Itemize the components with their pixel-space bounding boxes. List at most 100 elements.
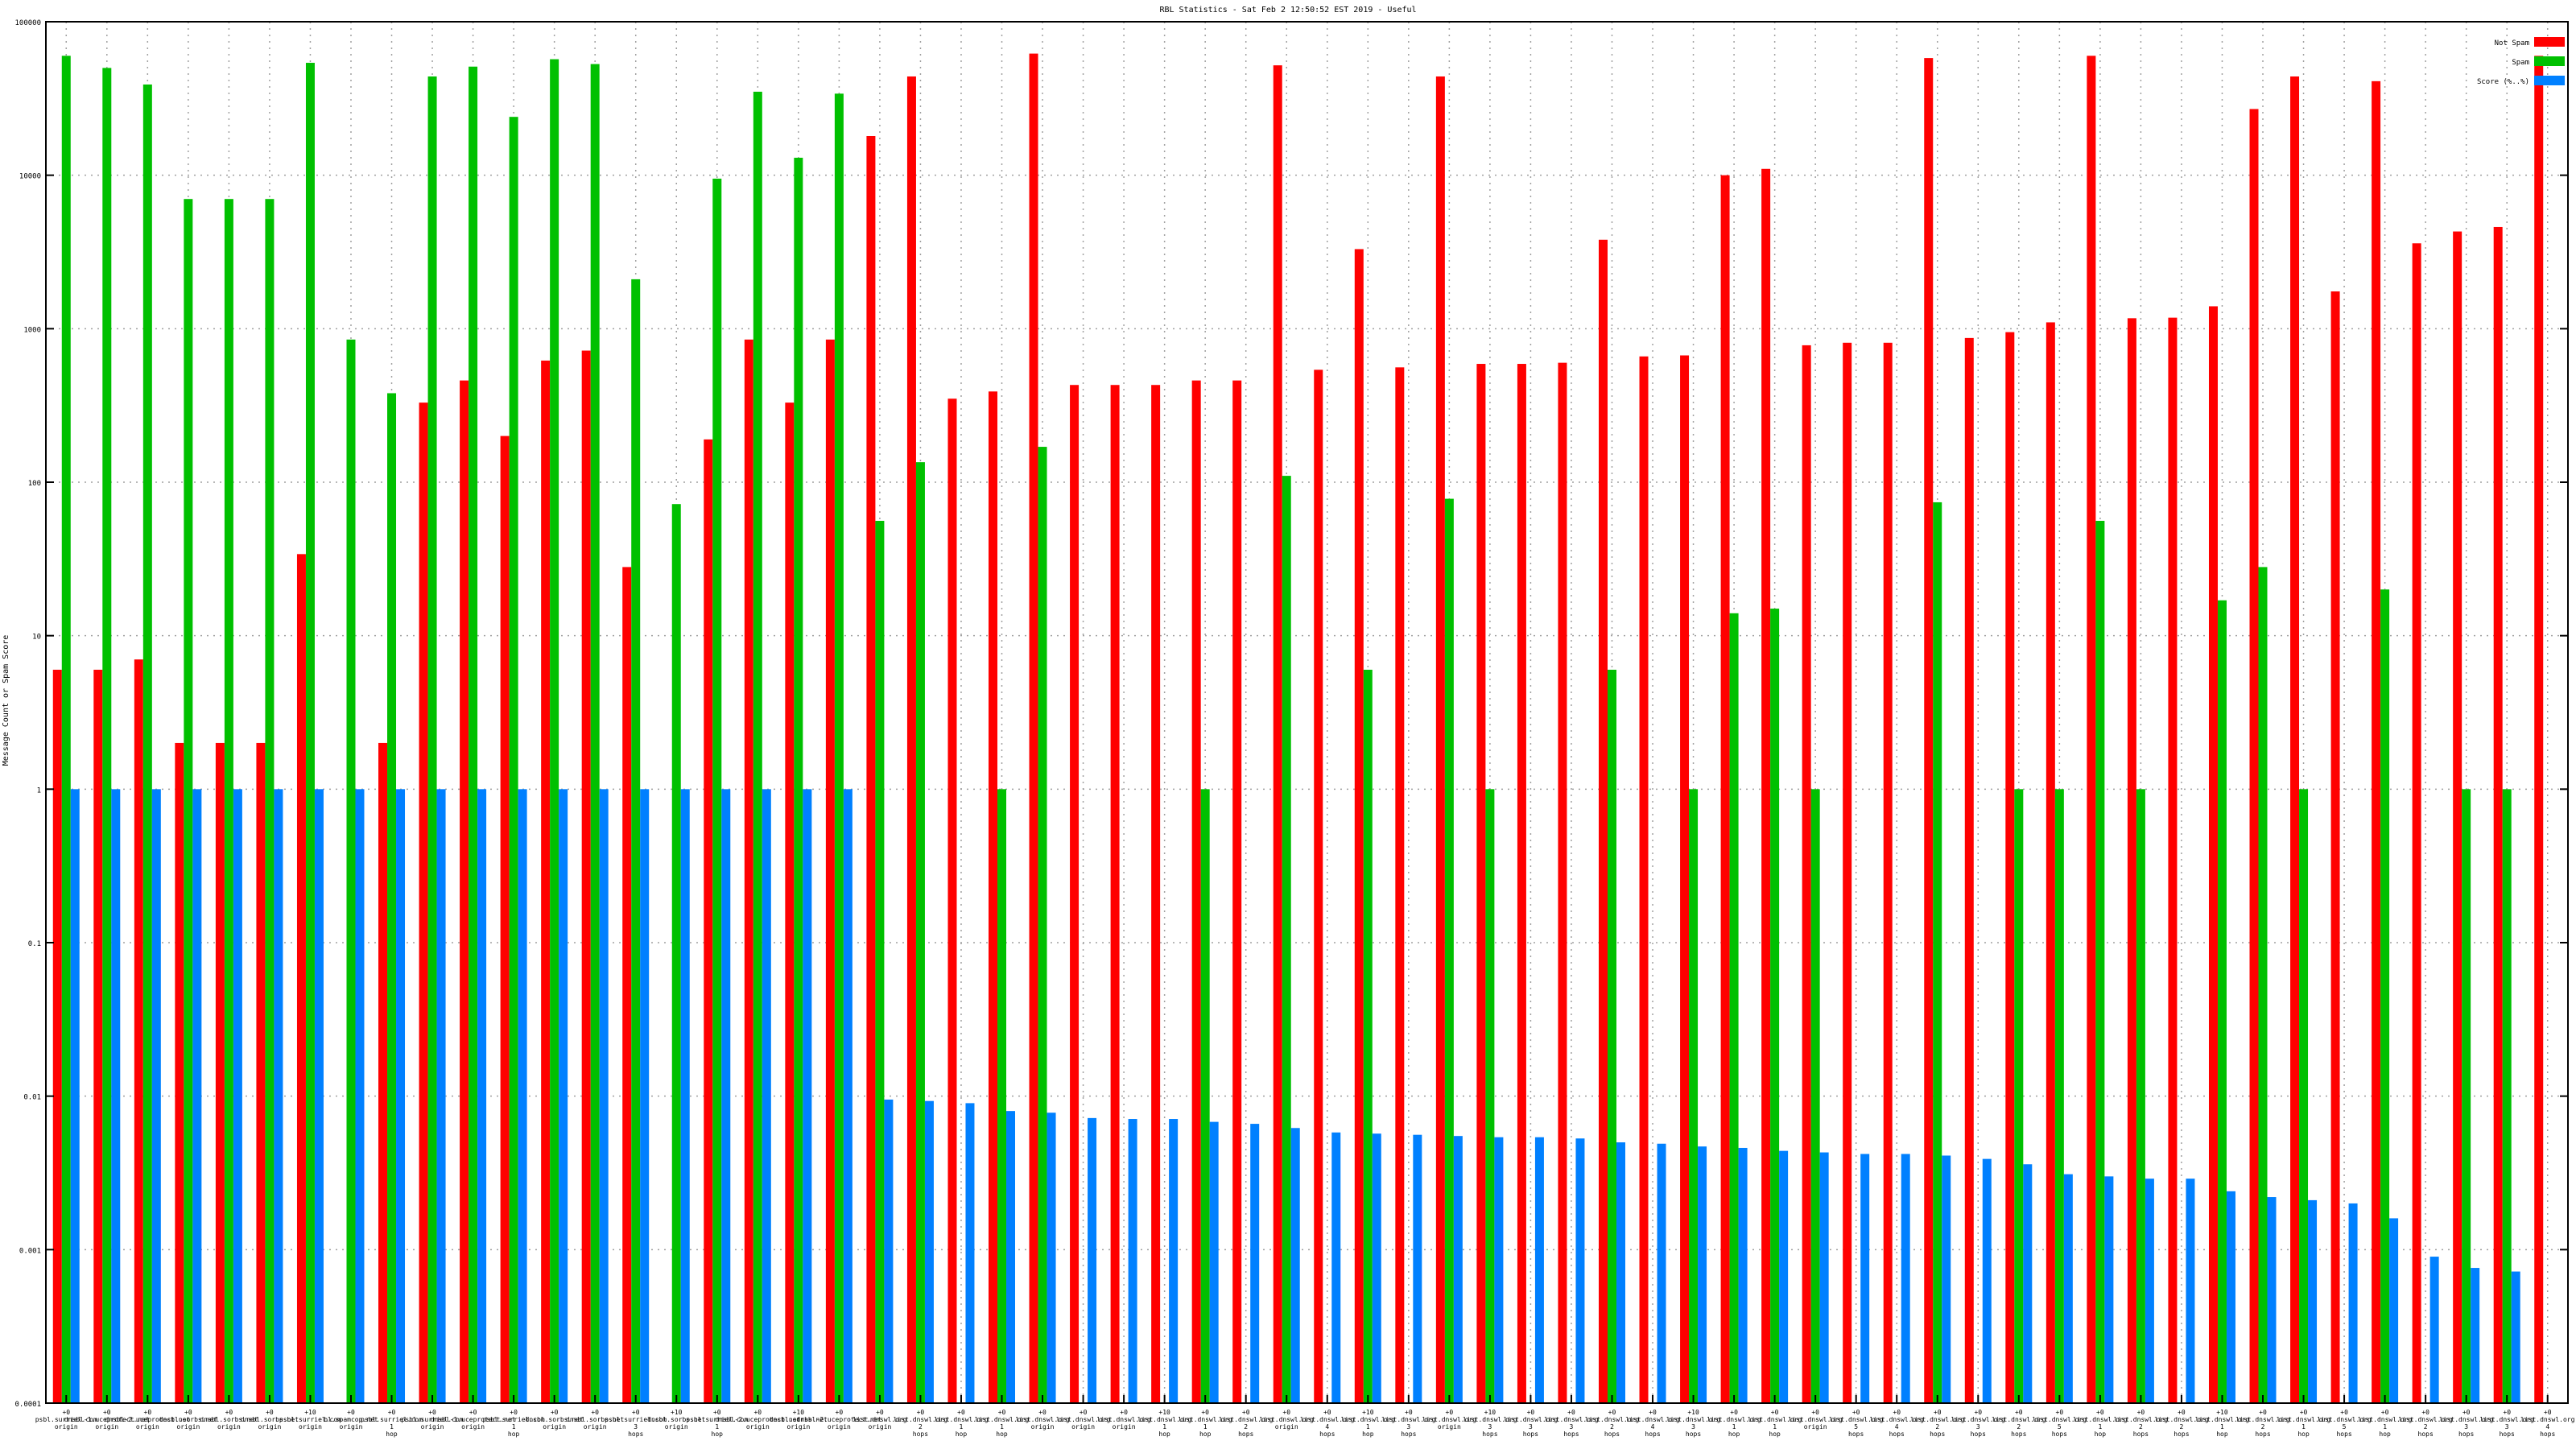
bar-spam xyxy=(265,199,275,1404)
bar-score xyxy=(151,789,161,1403)
x-tick-label: +0 list.dnswl.org 1 hop xyxy=(1178,1409,1232,1438)
x-tick-label: +0 psbl.surriel.com origin xyxy=(35,1409,97,1430)
y-tick-label: 1000 xyxy=(23,326,41,334)
bar-score xyxy=(965,1103,975,1403)
bar-not-spam xyxy=(296,554,306,1404)
legend-label: Not Spam xyxy=(2495,39,2529,47)
bar-score xyxy=(1982,1158,1992,1403)
y-tick-label: 0.01 xyxy=(23,1094,41,1102)
bar-not-spam xyxy=(1110,385,1120,1403)
bar-score xyxy=(1169,1119,1179,1403)
bar-not-spam xyxy=(1070,385,1080,1403)
bar-not-spam xyxy=(2412,243,2421,1403)
bar-not-spam xyxy=(947,398,957,1403)
bar-score xyxy=(1534,1137,1544,1403)
bar-score xyxy=(2145,1179,2154,1403)
y-tick-label: 10 xyxy=(32,634,41,642)
y-tick-label: 1 xyxy=(37,786,41,795)
x-tick-label: +0 list.dnswl.org origin xyxy=(1015,1409,1070,1430)
bar-spam xyxy=(590,64,600,1403)
x-tick-label: +0 list.dnswl.org 5 hops xyxy=(2317,1409,2372,1438)
y-tick-label: 100000 xyxy=(14,19,41,27)
y-tick-label: 100 xyxy=(28,480,41,488)
bar-not-spam xyxy=(175,742,184,1403)
bar-score xyxy=(762,789,771,1403)
x-tick-label: +0 list.dnswl.org origin xyxy=(1422,1409,1477,1430)
bar-not-spam xyxy=(1964,337,1974,1403)
bar-spam xyxy=(875,521,885,1403)
bar-not-spam xyxy=(1354,249,1364,1404)
bar-not-spam xyxy=(1395,367,1405,1404)
x-tick-label: +0 list.dnswl.org 5 hops xyxy=(1829,1409,1884,1438)
bar-score xyxy=(2186,1179,2195,1403)
bar-score xyxy=(721,789,731,1403)
bar-score xyxy=(1779,1150,1789,1403)
bar-score xyxy=(1860,1154,1870,1403)
bar-score xyxy=(1413,1134,1422,1403)
y-tick-label: 0.001 xyxy=(19,1247,41,1255)
bar-not-spam xyxy=(1191,380,1201,1404)
bar-not-spam xyxy=(1883,342,1893,1403)
bar-spam xyxy=(305,63,315,1404)
bar-not-spam xyxy=(581,350,591,1403)
bar-not-spam xyxy=(1558,362,1567,1403)
bar-score xyxy=(2471,1268,2480,1403)
bar-spam xyxy=(1363,669,1373,1403)
x-tick-label: +10 list.dnswl.org 1 hop xyxy=(1137,1409,1192,1438)
bar-spam xyxy=(1729,613,1739,1403)
bar-not-spam xyxy=(1802,345,1811,1404)
bar-spam xyxy=(1038,447,1047,1404)
x-tick-label: +0 bl.spamcop.net origin xyxy=(324,1409,378,1430)
x-tick-label: +0 list.dnswl.org 2 hops xyxy=(2114,1409,2169,1438)
bar-not-spam xyxy=(1517,364,1526,1404)
bar-not-spam xyxy=(906,76,916,1403)
bar-score xyxy=(192,789,202,1403)
bar-not-spam xyxy=(378,742,388,1403)
bar-spam xyxy=(2095,521,2105,1403)
x-tick-label: +0 list.dnswl.org 2 hops xyxy=(894,1409,948,1438)
bar-score xyxy=(2023,1164,2033,1403)
bar-score xyxy=(924,1100,934,1403)
bar-not-spam xyxy=(256,742,266,1403)
chart-title: RBL Statistics - Sat Feb 2 12:50:52 EST … xyxy=(1159,6,1416,14)
x-tick-label: +0 list.dnswl.org 3 hops xyxy=(1544,1409,1599,1438)
bar-score xyxy=(111,789,121,1403)
x-tick-label: +0 list.dnswl.org origin xyxy=(1788,1409,1843,1430)
bar-score xyxy=(1616,1142,1625,1403)
bar-not-spam xyxy=(1029,53,1038,1403)
x-tick-label: +10 dnsbl.sorbs.net origin xyxy=(647,1409,705,1430)
bar-spam xyxy=(794,157,803,1404)
bar-not-spam xyxy=(622,567,632,1404)
bar-not-spam xyxy=(2087,56,2096,1403)
x-tick-label: +0 psbl.surriel.com origin xyxy=(402,1409,464,1430)
bar-spam xyxy=(1933,502,1942,1404)
bar-not-spam xyxy=(1232,380,1242,1404)
bar-score xyxy=(436,789,446,1403)
x-tick-label: +0 psbl.surriel.com 3 hops xyxy=(605,1409,667,1438)
bar-score xyxy=(1250,1124,1260,1403)
y-tick-label: 0.0001 xyxy=(14,1401,41,1409)
bar-not-spam xyxy=(1151,385,1161,1403)
bar-not-spam xyxy=(744,339,753,1404)
bar-score xyxy=(1575,1138,1585,1403)
x-tick-label: +0 dnsbl-1.uceprotect.net origin xyxy=(64,1409,150,1430)
x-tick-label: +0 list.dnswl.org 3 hops xyxy=(2439,1409,2494,1438)
y-axis-label: Message Count or Spam Score xyxy=(2,635,10,766)
bar-score xyxy=(2267,1197,2277,1403)
bar-score xyxy=(1046,1113,1056,1403)
bar-score xyxy=(1942,1155,1951,1403)
bar-spam xyxy=(915,462,925,1404)
y-tick-label: 10000 xyxy=(19,173,41,181)
bar-score xyxy=(1128,1119,1137,1403)
bar-not-spam xyxy=(500,436,510,1403)
bar-spam xyxy=(997,789,1007,1403)
x-tick-label: +0 psbl.surriel.com 1 hop xyxy=(483,1409,545,1438)
bar-not-spam xyxy=(2372,80,2381,1403)
bars xyxy=(52,53,2544,1404)
bar-not-spam xyxy=(825,339,835,1404)
legend-swatch xyxy=(2534,37,2565,47)
bar-not-spam xyxy=(704,439,713,1403)
x-tick-label: +0 list.dnswl.org 1 hop xyxy=(2358,1409,2413,1438)
plot-frame xyxy=(45,21,2569,1404)
